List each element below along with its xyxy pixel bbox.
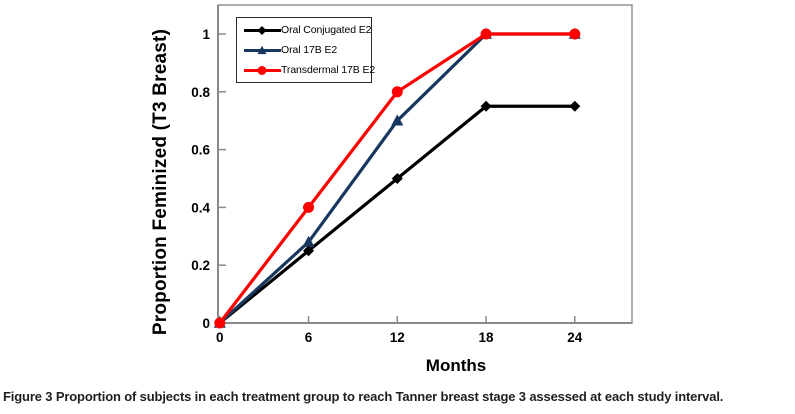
x-tick-label: 18 bbox=[479, 330, 495, 345]
legend-marker-triangle-icon bbox=[257, 45, 267, 54]
x-tick-label: 6 bbox=[305, 330, 313, 345]
caption-label: Figure 3 bbox=[3, 389, 53, 404]
legend-item-oral-17b-e2: Oral 17B E2 bbox=[244, 41, 371, 59]
series-line-0 bbox=[218, 104, 577, 325]
data-point-triangle bbox=[302, 235, 315, 247]
legend-marker-circle-icon bbox=[257, 65, 267, 75]
x-tick-label: 0 bbox=[216, 330, 224, 345]
data-point-diamond bbox=[391, 173, 403, 184]
data-point-circle bbox=[569, 28, 581, 40]
y-tick-label: 1 bbox=[202, 27, 210, 42]
y-tick-label: 0 bbox=[202, 316, 210, 331]
figure-caption: Figure 3 Proportion of subjects in each … bbox=[3, 389, 791, 404]
y-tick-label: 0.4 bbox=[191, 200, 210, 215]
x-tick-label: 24 bbox=[567, 330, 583, 345]
x-tick-label: 12 bbox=[390, 330, 405, 345]
caption-text: Proportion of subjects in each treatment… bbox=[52, 389, 724, 404]
data-point-diamond bbox=[303, 245, 315, 257]
data-point-circle bbox=[214, 317, 226, 329]
data-point-triangle bbox=[391, 114, 404, 126]
data-point-diamond bbox=[480, 100, 492, 112]
data-point-circle bbox=[303, 201, 315, 213]
y-tick-label: 0.8 bbox=[191, 85, 210, 100]
legend-item-oral-conjugated-e2: Oral Conjugated E2 bbox=[244, 21, 372, 39]
legend-line-triangle-icon bbox=[244, 45, 281, 54]
legend: Oral Conjugated E2 Oral 17B E2 Transderm… bbox=[236, 17, 375, 83]
x-axis-title: Months bbox=[425, 356, 487, 375]
legend-line-circle-icon bbox=[244, 65, 281, 75]
legend-label: Transdermal 17B E2 bbox=[281, 64, 376, 76]
data-point-diamond bbox=[569, 100, 581, 112]
legend-label: Oral Conjugated E2 bbox=[281, 24, 372, 36]
data-point-circle bbox=[391, 86, 403, 98]
y-tick-label: 0.6 bbox=[191, 143, 210, 158]
legend-line-diamond-icon bbox=[244, 25, 281, 35]
legend-label: Oral 17B E2 bbox=[281, 44, 338, 56]
legend-item-transdermal-17b-e2: Transdermal 17B E2 bbox=[244, 61, 375, 79]
y-tick-label: 0.2 bbox=[191, 258, 210, 273]
legend-marker-diamond-icon bbox=[257, 25, 267, 35]
data-point-circle bbox=[480, 28, 492, 40]
